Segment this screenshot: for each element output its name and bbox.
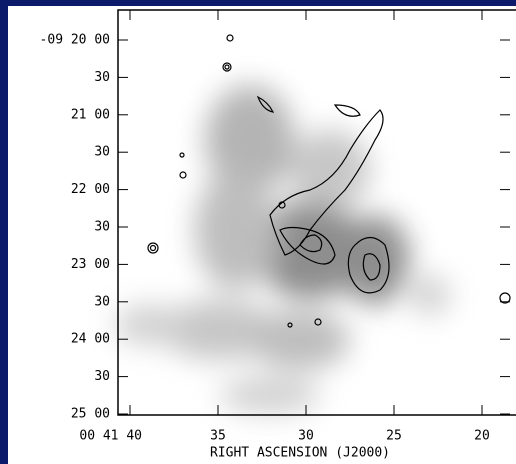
- y-tick-label: 21 00: [71, 107, 110, 122]
- y-tick-label: 24 00: [71, 332, 110, 347]
- y-tick-label: 30: [94, 369, 110, 384]
- contours: [147, 34, 511, 328]
- y-tick-label: 22 00: [71, 182, 110, 197]
- y-tick-label: 30: [94, 70, 110, 85]
- y-tick-label: 30: [94, 294, 110, 309]
- x-tick-label: 00 41 40: [79, 429, 142, 444]
- y-tick-label: 30: [94, 145, 110, 160]
- gray-emission: [115, 85, 450, 413]
- y-tick-label: 23 00: [71, 257, 110, 272]
- y-tick-label: -09 20 00: [40, 33, 110, 48]
- y-tick-label: 30: [94, 220, 110, 235]
- ticks: -09 20 00 30 21 00 30 22 00 30 23 00 30 24 00 30 2…: [40, 10, 510, 444]
- x-tick-label: 35: [210, 429, 226, 444]
- y-tick-label: 25 00: [71, 407, 110, 422]
- x-axis-label: RIGHT ASCENSION (J2000): [210, 446, 390, 461]
- x-tick-label: 25: [386, 429, 402, 444]
- plot-frame: [117, 9, 516, 416]
- x-tick-label: 30: [298, 429, 314, 444]
- x-tick-label: 20: [474, 429, 490, 444]
